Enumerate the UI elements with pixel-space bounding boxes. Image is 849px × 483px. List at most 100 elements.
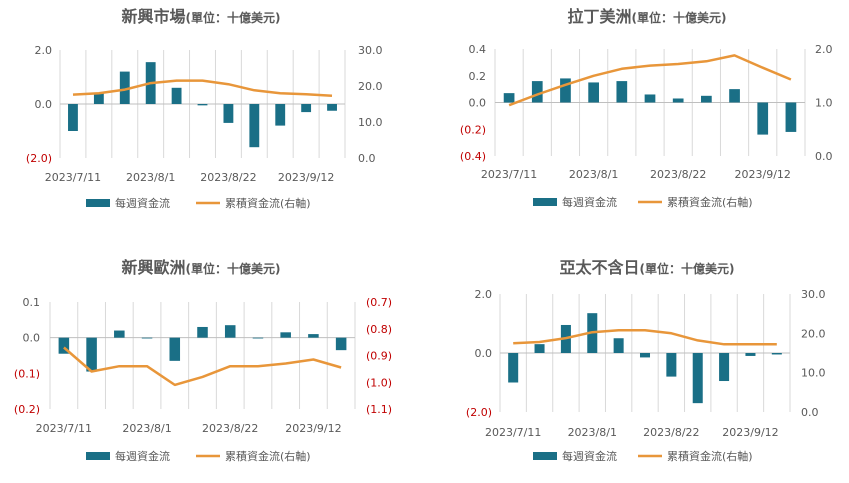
legend-bar-label: 每週資金流 — [115, 449, 170, 463]
flow-bar — [785, 102, 797, 132]
cumulative-flow-line — [63, 346, 342, 387]
chart-panel-2: 拉丁美洲(單位：十億美元) 0.4 0.2 0.0 (0.2) (0.4) 2.0 1.0 0.… — [460, 7, 833, 209]
right-tick-label: (0.7) — [366, 296, 392, 309]
legend-line-label: 累積資金流(右軸) — [667, 449, 753, 463]
right-tick-label: 0.0 — [801, 406, 819, 419]
left-tick-label: (0.1) — [14, 367, 40, 380]
flow-bar — [249, 104, 260, 148]
x-tick-label: 2023/9/12 — [735, 168, 791, 181]
x-tick-label: 2023/7/11 — [485, 426, 541, 439]
cumulative-flow-line — [72, 79, 333, 97]
cumulative-flow-line — [513, 328, 777, 346]
flow-bar — [93, 93, 104, 104]
flow-bar — [503, 93, 515, 103]
chart-title-main: 拉丁美洲 — [568, 7, 632, 26]
x-tick-label: 2023/8/1 — [126, 171, 175, 184]
flow-bar — [171, 87, 182, 104]
flow-bar — [613, 338, 624, 353]
left-tick-label: 0.0 — [469, 97, 487, 110]
legend-bar-swatch — [533, 198, 557, 206]
flow-bar — [68, 104, 78, 131]
x-tick-label: 2023/8/22 — [650, 168, 706, 181]
flow-bar — [224, 325, 236, 338]
chart-panel-4: 亞太不含日(單位：十億美元) 2.0 0.0 (2.0) 30.0 20.0 10.0 0.0… — [466, 258, 826, 463]
chart-title: 新興歐洲(單位：十億美元) — [122, 258, 281, 277]
flow-bar — [335, 337, 347, 351]
left-tick-label: (0.4) — [460, 150, 486, 163]
flow-bar — [560, 78, 571, 103]
chart-panel-3: 新興歐洲(單位：十億美元) 0.1 0.0 (0.1) (0.2) (0.7) (0.8) (… — [14, 258, 392, 463]
chart-title: 新興市場(單位：十億美元) — [122, 7, 281, 26]
legend-bar-label: 每週資金流 — [562, 449, 617, 463]
flow-bar — [771, 353, 782, 355]
flow-bar — [757, 102, 769, 135]
x-tick-label: 2023/8/22 — [200, 171, 256, 184]
right-tick-label: 0.0 — [815, 150, 833, 163]
x-tick-label: 2023/8/1 — [569, 168, 618, 181]
x-tick-label: 2023/9/12 — [285, 422, 341, 435]
flow-bar — [534, 344, 545, 353]
left-tick-label: 0.4 — [469, 43, 487, 56]
left-tick-label: (2.0) — [26, 152, 52, 165]
flow-bar — [644, 94, 656, 103]
x-tick-label: 2023/7/11 — [36, 422, 92, 435]
legend-bar-label: 每週資金流 — [115, 196, 170, 210]
right-tick-label: (1.1) — [366, 403, 392, 416]
flow-bar — [672, 98, 684, 103]
legend-line-label: 累積資金流(右軸) — [225, 449, 311, 463]
x-tick-label: 2023/7/11 — [481, 168, 537, 181]
left-tick-label: 2.0 — [475, 288, 493, 301]
flow-bar — [508, 353, 519, 383]
chart-title-main: 新興市場 — [122, 7, 186, 26]
flow-bar — [58, 337, 70, 354]
left-tick-label: (0.2) — [14, 403, 40, 416]
chart-title: 亞太不含日(單位：十億美元) — [560, 258, 735, 277]
flow-bar — [729, 89, 740, 103]
chart-title-unit: (單位：十億美元) — [632, 10, 727, 25]
right-tick-label: (0.9) — [366, 350, 392, 363]
right-tick-label: 2.0 — [815, 43, 833, 56]
flow-bar — [197, 104, 208, 106]
chart-legend: 每週資金流 累積資金流(右軸) — [86, 449, 311, 463]
left-tick-label: 2.0 — [35, 44, 53, 57]
flow-bar — [197, 326, 208, 338]
right-tick-label: 30.0 — [358, 44, 383, 57]
chart-title-main: 亞太不含日 — [560, 258, 640, 277]
flow-bar — [639, 353, 651, 358]
chart-title: 拉丁美洲(單位：十億美元) — [568, 7, 727, 26]
flow-bar — [223, 104, 234, 123]
flow-bar — [701, 95, 712, 103]
legend-line-label: 累積資金流(右軸) — [225, 196, 311, 210]
flow-bar — [86, 337, 97, 372]
right-tick-label: 10.0 — [358, 116, 383, 129]
right-tick-label: 10.0 — [801, 367, 826, 380]
flow-bar — [308, 334, 319, 338]
chart-title-unit: (單位：十億美元) — [186, 10, 281, 25]
chart-legend: 每週資金流 累積資金流(右軸) — [533, 195, 753, 209]
right-tick-label: (1.0) — [366, 376, 392, 389]
flow-bar — [141, 337, 153, 339]
x-tick-label: 2023/8/1 — [568, 426, 617, 439]
x-tick-label: 2023/8/1 — [122, 422, 171, 435]
chart-title-unit: (單位：十億美元) — [186, 261, 281, 276]
right-tick-label: 20.0 — [801, 327, 826, 340]
flow-bar — [280, 332, 291, 338]
legend-bar-swatch — [86, 199, 110, 207]
legend-line-label: 累積資金流(右軸) — [667, 195, 753, 209]
flow-bar — [252, 337, 264, 339]
flow-bar — [666, 353, 677, 377]
chart-title-unit: (單位：十億美元) — [640, 261, 735, 276]
flow-bar — [327, 104, 337, 111]
x-tick-label: 2023/9/12 — [278, 171, 334, 184]
flow-bar — [531, 81, 543, 103]
x-tick-label: 2023/8/22 — [643, 426, 699, 439]
legend-bar-swatch — [533, 452, 557, 460]
left-tick-label: 0.0 — [475, 347, 493, 360]
left-tick-label: (2.0) — [466, 406, 492, 419]
x-tick-label: 2023/7/11 — [45, 171, 101, 184]
right-tick-label: (0.8) — [366, 323, 392, 336]
left-tick-label: (0.2) — [460, 123, 486, 136]
flow-bar — [745, 353, 756, 356]
flow-bar — [616, 81, 628, 103]
flow-bar — [114, 330, 125, 338]
